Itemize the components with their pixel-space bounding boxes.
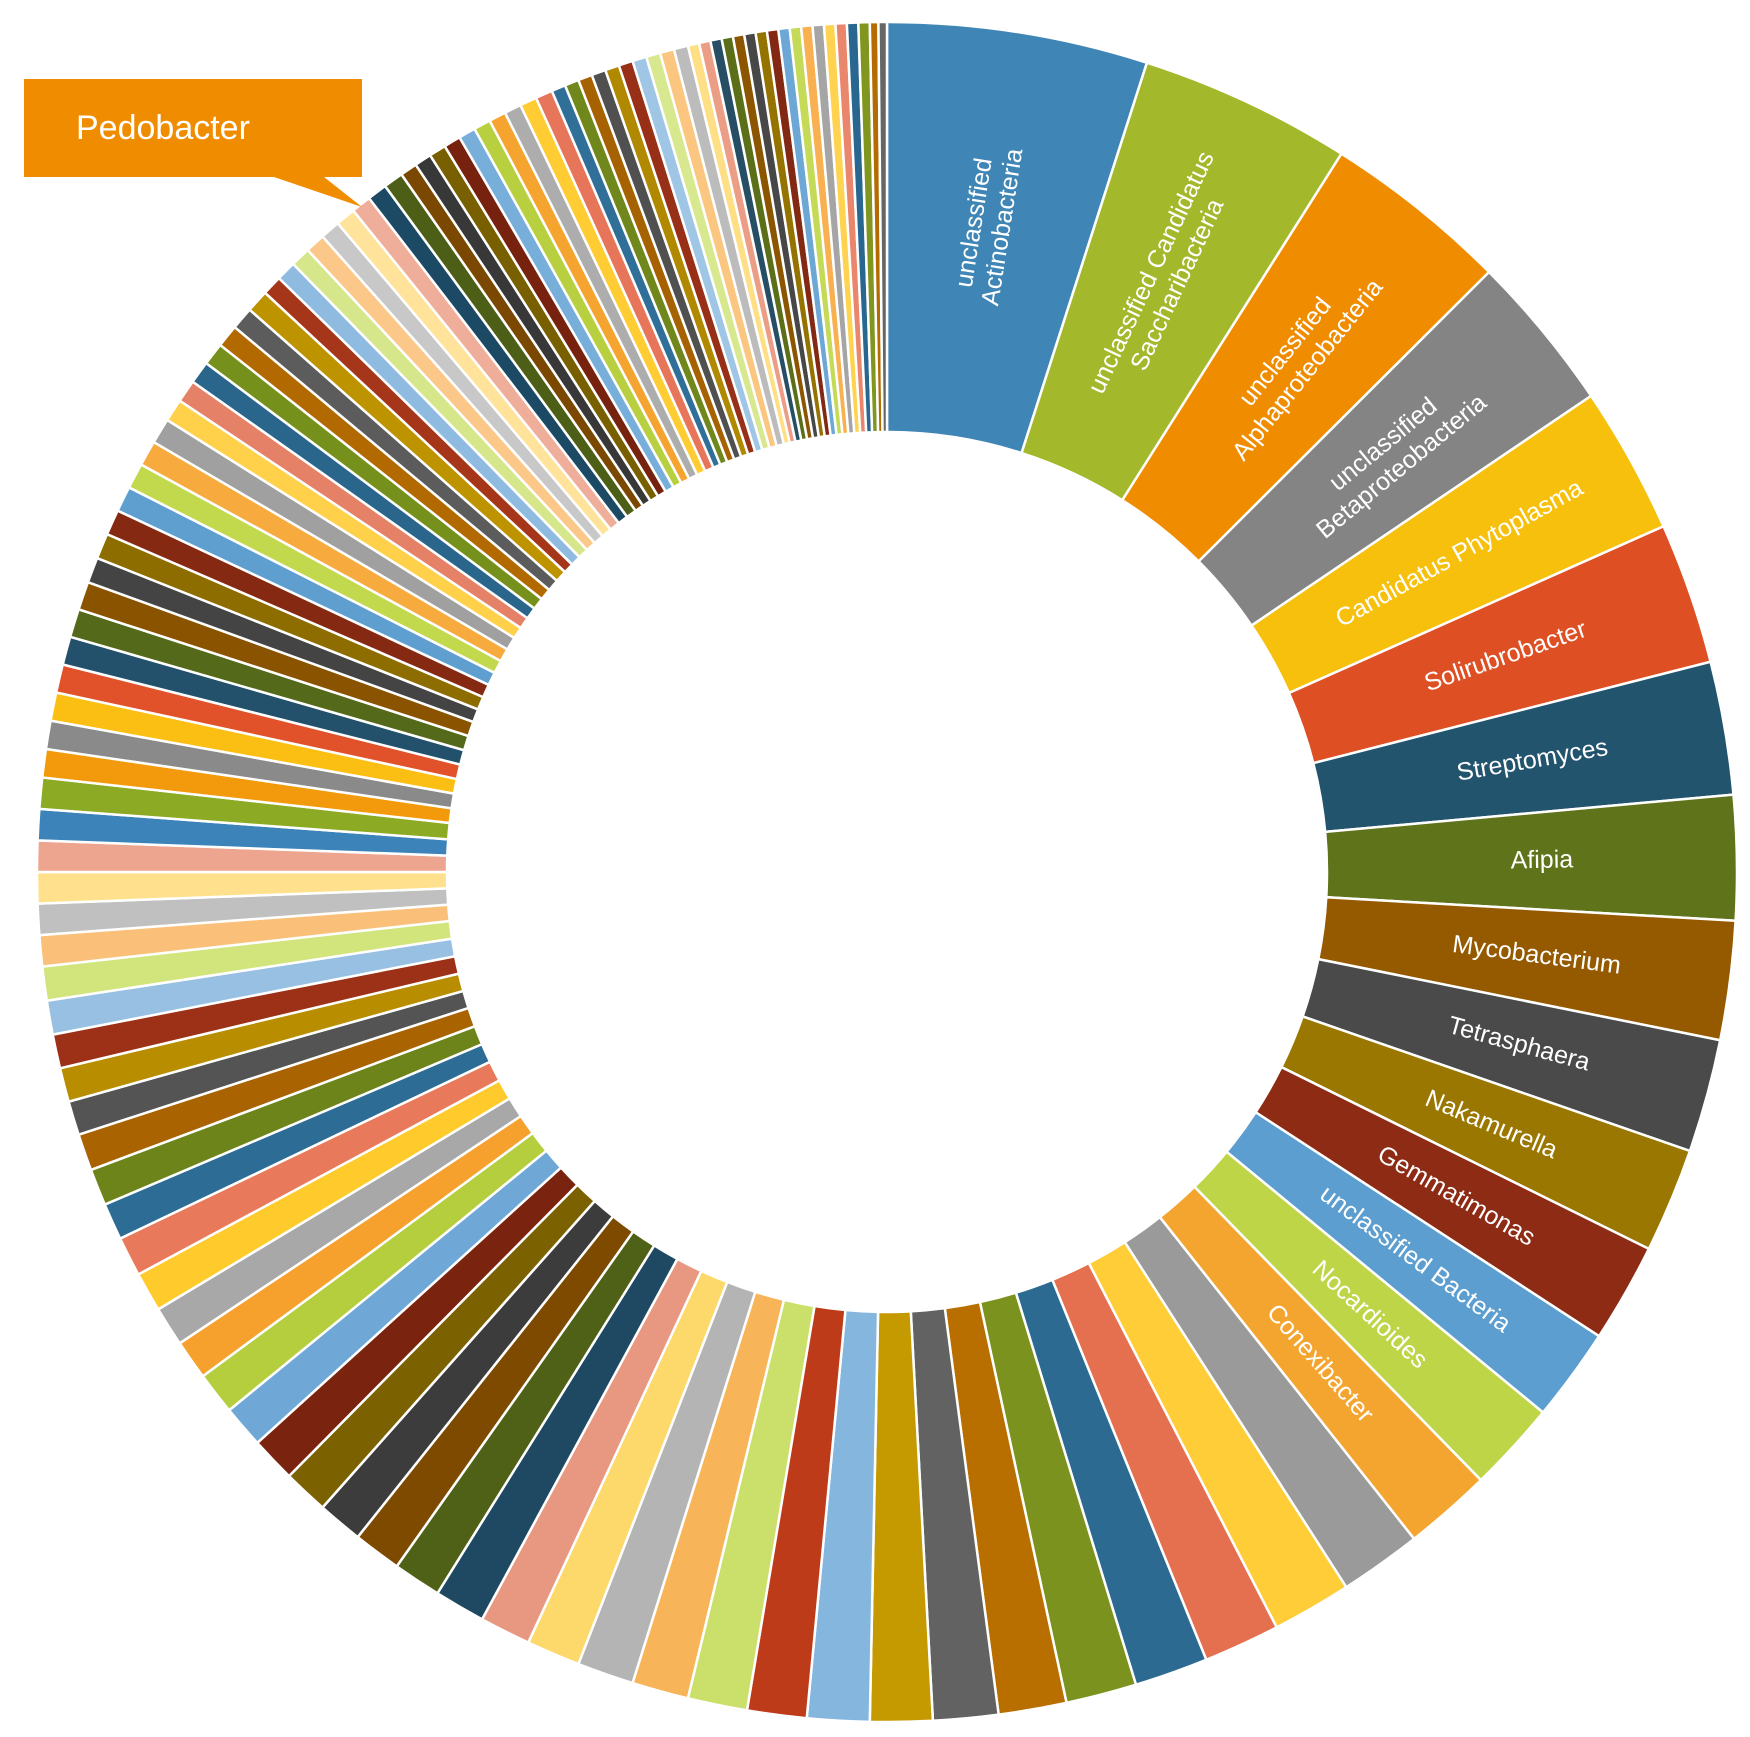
slice-label-afipia: Afipia [1510, 845, 1573, 874]
pedobacter-callout-label: Pedobacter [76, 109, 250, 147]
slice-unlabeled-123 [877, 20, 889, 434]
doughnut-slices [35, 20, 1739, 1724]
pedobacter-callout-box [24, 79, 362, 207]
